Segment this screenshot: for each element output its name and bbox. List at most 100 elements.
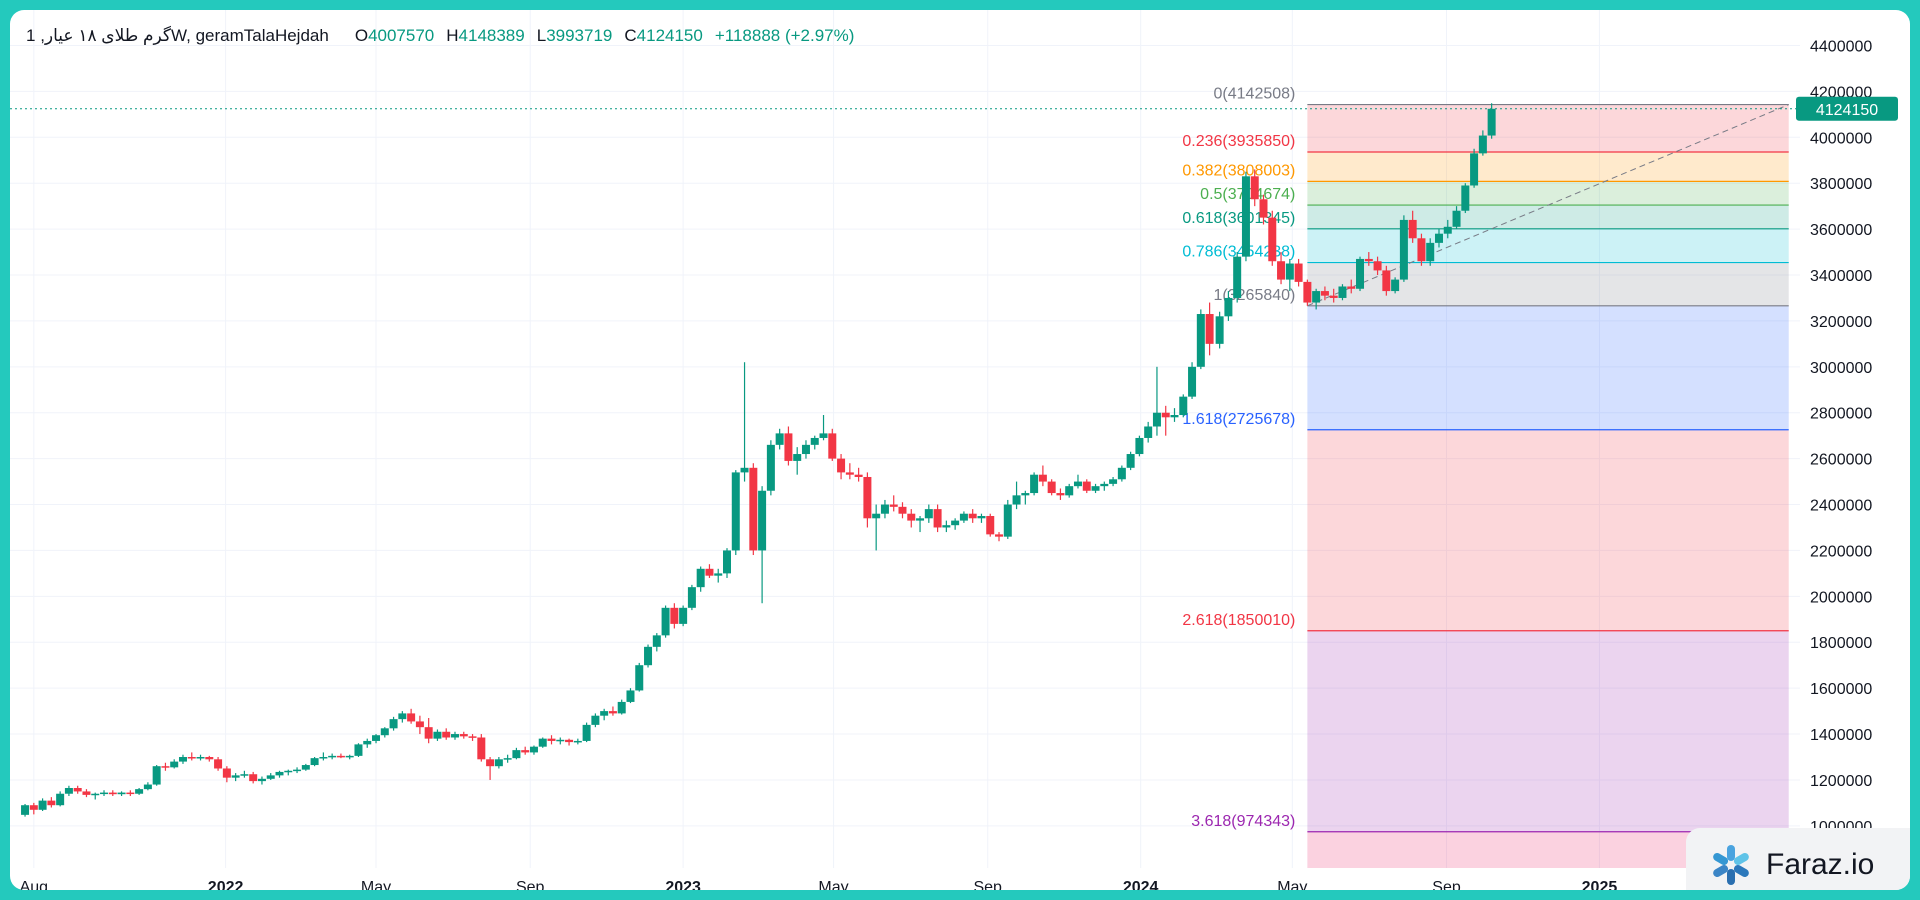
candle-body xyxy=(214,759,223,769)
y-tick-label: 2800000 xyxy=(1810,406,1872,423)
candle-body xyxy=(1047,481,1056,494)
candle-body xyxy=(521,750,530,753)
low-label: L xyxy=(536,26,547,45)
candle-body xyxy=(1364,258,1373,262)
candle-body xyxy=(1100,483,1109,487)
y-tick-label: 4400000 xyxy=(1810,38,1872,55)
candle-body xyxy=(995,534,1004,537)
candle-body xyxy=(942,525,951,528)
candle-body xyxy=(319,757,328,759)
candle-body xyxy=(1277,261,1286,280)
candle-body xyxy=(880,504,889,514)
candle-body xyxy=(152,766,161,785)
y-tick-label: 1600000 xyxy=(1810,681,1872,698)
candle-body xyxy=(819,433,828,438)
candle-body xyxy=(1399,219,1408,280)
x-tick-label: 2024 xyxy=(1123,879,1159,890)
candle-body xyxy=(73,787,82,792)
fib-level-label: 1.618(2725678) xyxy=(1182,411,1295,428)
candle-body xyxy=(766,444,775,491)
fib-level-label: 0.236(3935850) xyxy=(1182,133,1295,150)
candle-body xyxy=(1073,481,1082,487)
candle-body xyxy=(1224,297,1233,317)
candle-body xyxy=(1373,261,1382,271)
candle-body xyxy=(47,800,56,806)
candle-body xyxy=(1347,286,1356,289)
candle-body xyxy=(793,454,802,461)
candle-body xyxy=(1487,108,1496,136)
candle-body xyxy=(82,791,91,795)
candle-body xyxy=(731,472,740,551)
candle-body xyxy=(257,778,266,782)
candle-body xyxy=(1241,176,1250,257)
candle-body xyxy=(126,792,135,795)
candle-body xyxy=(187,757,196,759)
candle-body xyxy=(328,755,337,758)
candle-body xyxy=(1434,233,1443,243)
y-tick-label: 1200000 xyxy=(1810,773,1872,790)
candle-body xyxy=(477,737,486,760)
candle-body xyxy=(266,775,275,779)
candle-body xyxy=(415,721,424,728)
candle-body xyxy=(407,713,416,722)
candle-body xyxy=(336,755,345,758)
candle-body xyxy=(1205,314,1214,344)
candle-body xyxy=(1461,185,1470,211)
candle-body xyxy=(696,568,705,588)
candle-body xyxy=(898,506,907,514)
candle-body xyxy=(1003,504,1012,537)
y-tick-label: 2200000 xyxy=(1810,543,1872,560)
candle-body xyxy=(556,739,565,742)
x-tick-label: 2023 xyxy=(665,879,701,890)
candle-body xyxy=(459,734,468,737)
faraz-logo-icon xyxy=(1713,845,1749,885)
close-value: 4124150 xyxy=(636,26,703,45)
candle-body xyxy=(1294,263,1303,282)
candle-body xyxy=(565,739,574,743)
candle-body xyxy=(249,774,258,782)
fib-zone xyxy=(1307,152,1789,182)
candle-body xyxy=(1135,437,1144,455)
candle-body xyxy=(1056,493,1065,496)
candle-body xyxy=(705,568,714,576)
candle-body xyxy=(1188,366,1197,397)
candle-body xyxy=(1259,199,1268,218)
candle-body xyxy=(538,738,547,747)
fib-zone xyxy=(1307,104,1789,153)
candle-body xyxy=(687,587,696,608)
y-tick-label: 3000000 xyxy=(1810,360,1872,377)
fib-zone xyxy=(1307,429,1789,631)
chart-frame: 0(4142508) 0.236(3935850) 0.382(3808003) 0.… xyxy=(10,10,1910,890)
candle-body xyxy=(1082,481,1091,491)
candle-body xyxy=(56,793,65,806)
candle-body xyxy=(740,467,749,473)
candle-body xyxy=(205,757,214,760)
candle-body xyxy=(1196,314,1205,367)
x-tick-label: 2022 xyxy=(208,879,244,890)
candle-body xyxy=(293,769,302,772)
x-tick-label: May xyxy=(818,879,848,890)
candle-body xyxy=(1215,316,1224,344)
change-value: +118888 (+2.97%) xyxy=(714,26,855,45)
candle-body xyxy=(845,472,854,475)
candle-body xyxy=(547,738,556,741)
candlestick-chart[interactable]: 0(4142508) 0.236(3935850) 0.382(3808003) 0.… xyxy=(10,10,1910,890)
candle-body xyxy=(582,724,591,741)
candle-body xyxy=(573,740,582,743)
candle-body xyxy=(872,513,881,519)
candle-body xyxy=(758,490,767,551)
candle-body xyxy=(1417,238,1426,262)
candle-body xyxy=(1426,242,1435,262)
candle-body xyxy=(494,759,503,767)
candle-body xyxy=(1170,415,1179,418)
candle-body xyxy=(503,758,512,760)
y-tick-label: 3400000 xyxy=(1810,268,1872,285)
candle-body xyxy=(635,665,644,691)
candle-body xyxy=(810,437,819,445)
candle-body xyxy=(863,476,872,519)
x-tick-label: Sep xyxy=(973,879,1002,890)
candle-body xyxy=(1117,467,1126,480)
candle-body xyxy=(170,761,179,768)
close-label: C xyxy=(624,26,637,45)
